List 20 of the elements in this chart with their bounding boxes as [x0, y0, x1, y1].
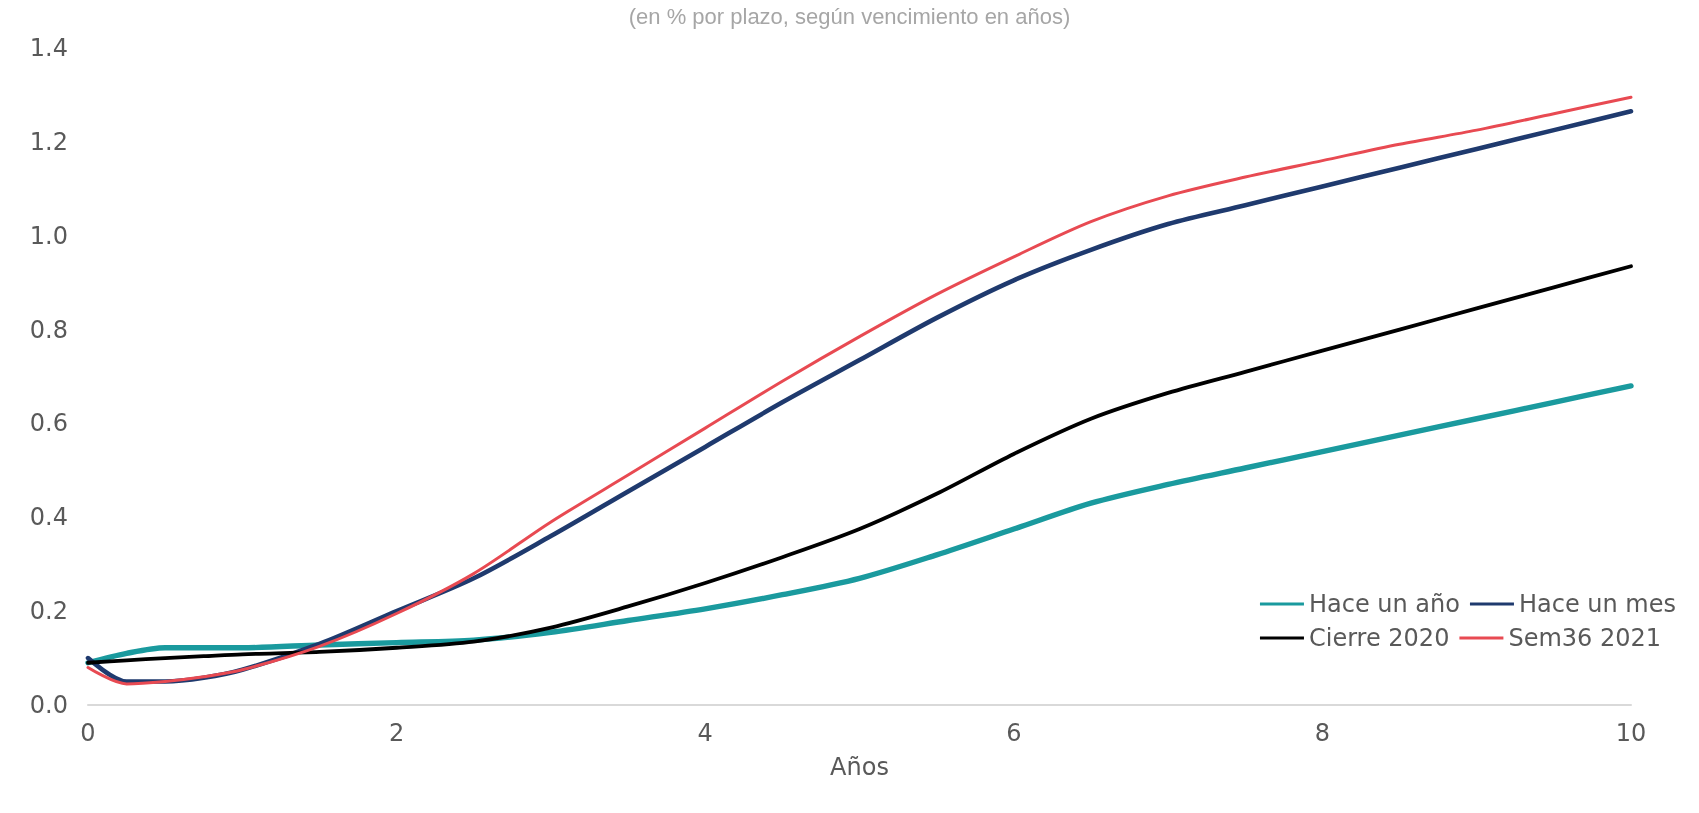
y-tick-label: 0.6: [29, 409, 68, 438]
legend-label: Hace un año: [1308, 590, 1460, 618]
y-tick-label: 1.0: [29, 221, 68, 250]
y-tick-label: 0.4: [29, 503, 68, 532]
y-tick-label: 1.4: [29, 34, 68, 62]
y-tick-label: 1.2: [29, 127, 68, 156]
y-tick-label: 0.8: [29, 315, 68, 344]
x-tick-label: 10: [1615, 719, 1647, 747]
legend-label: Hace un mes: [1518, 590, 1676, 618]
legend-label: Cierre 2020: [1308, 624, 1450, 652]
x-tick-label: 8: [1314, 719, 1331, 747]
chart-subtitle: (en % por plazo, según vencimiento en años): [628, 3, 1071, 29]
legend-label: Sem36 2021: [1508, 624, 1662, 652]
x-tick-label: 6: [1006, 719, 1022, 747]
y-tick-label: 0.0: [29, 691, 68, 719]
x-tick-label: 0: [80, 719, 96, 747]
x-axis-title: Años: [830, 753, 889, 781]
x-tick-label: 4: [697, 719, 713, 747]
y-tick-label: 0.2: [29, 597, 68, 626]
x-tick-label: 2: [388, 719, 405, 747]
